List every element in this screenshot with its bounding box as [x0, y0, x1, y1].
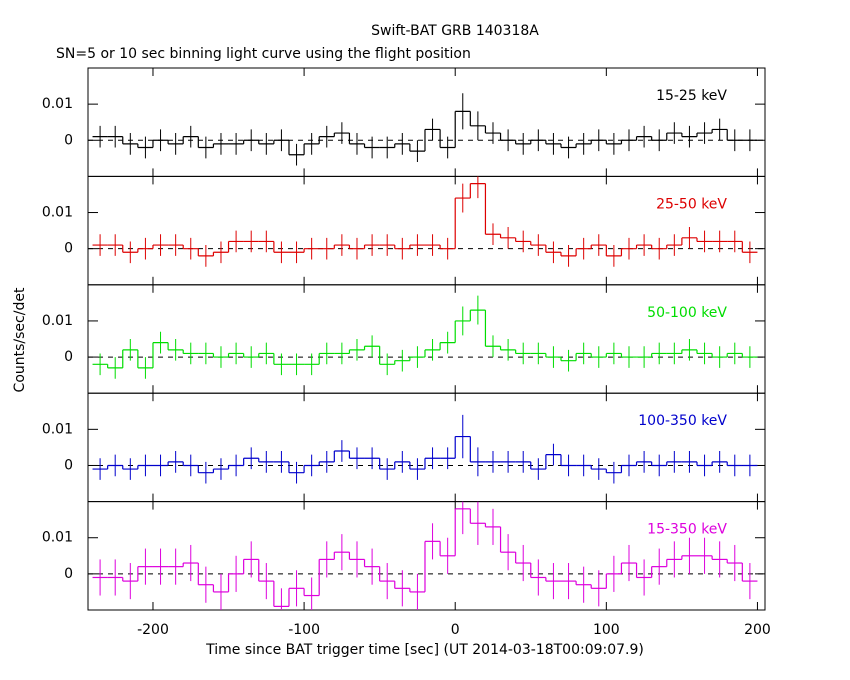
x-tick-label: -200	[137, 622, 169, 638]
y-tick-label: 0	[64, 132, 73, 148]
series-group	[92, 501, 758, 611]
y-tick-label: 0	[64, 457, 73, 473]
y-tick-label: 0.01	[42, 205, 73, 221]
y-tick-label: 0	[64, 241, 73, 257]
series-group	[92, 93, 758, 166]
x-tick-label: -100	[288, 622, 320, 638]
panel-label: 15-25 keV	[656, 88, 727, 104]
y-tick-label: 0.01	[42, 96, 73, 112]
panel-label: 50-100 keV	[647, 305, 727, 321]
y-tick-label: 0.01	[42, 530, 73, 546]
x-tick-label: 0	[451, 622, 460, 638]
panel-label: 25-50 keV	[656, 196, 727, 212]
y-tick-label: 0	[64, 566, 73, 582]
panel-label: 15-350 keV	[647, 522, 727, 538]
panel-label: 100-350 keV	[638, 413, 727, 429]
x-axis-label: Time since BAT trigger time [sec] (UT 20…	[205, 642, 644, 658]
chart-subtitle: SN=5 or 10 sec binning light curve using…	[56, 46, 471, 62]
y-tick-label: 0	[64, 349, 73, 365]
x-tick-label: 200	[744, 622, 771, 638]
x-tick-label: 100	[593, 622, 620, 638]
series-group	[92, 176, 758, 267]
step-risers	[122, 111, 728, 155]
panel-frame	[87, 501, 766, 611]
chart-title: Swift-BAT GRB 140318A	[371, 23, 539, 39]
y-tick-label: 0.01	[42, 421, 73, 437]
y-tick-label: 0.01	[42, 313, 73, 329]
series-group	[92, 295, 758, 379]
y-axis-label: Counts/sec/det	[12, 287, 28, 392]
series-group	[92, 414, 758, 484]
